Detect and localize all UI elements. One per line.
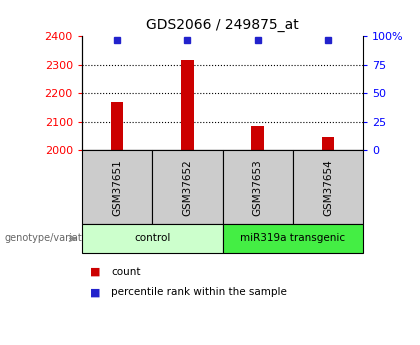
Bar bbox=[322, 137, 334, 150]
Text: GSM37651: GSM37651 bbox=[112, 159, 122, 216]
Text: ■: ■ bbox=[90, 267, 101, 276]
Text: ■: ■ bbox=[90, 287, 101, 297]
Text: GSM37654: GSM37654 bbox=[323, 159, 333, 216]
Bar bbox=[111, 102, 123, 150]
Text: genotype/variation: genotype/variation bbox=[4, 234, 97, 243]
Text: GSM37653: GSM37653 bbox=[253, 159, 263, 216]
Bar bbox=[252, 126, 264, 150]
Text: count: count bbox=[111, 267, 141, 276]
Text: miR319a transgenic: miR319a transgenic bbox=[240, 234, 346, 243]
Text: control: control bbox=[134, 234, 171, 243]
Bar bbox=[181, 60, 194, 150]
Text: percentile rank within the sample: percentile rank within the sample bbox=[111, 287, 287, 297]
Title: GDS2066 / 249875_at: GDS2066 / 249875_at bbox=[146, 18, 299, 32]
Text: GSM37652: GSM37652 bbox=[182, 159, 192, 216]
